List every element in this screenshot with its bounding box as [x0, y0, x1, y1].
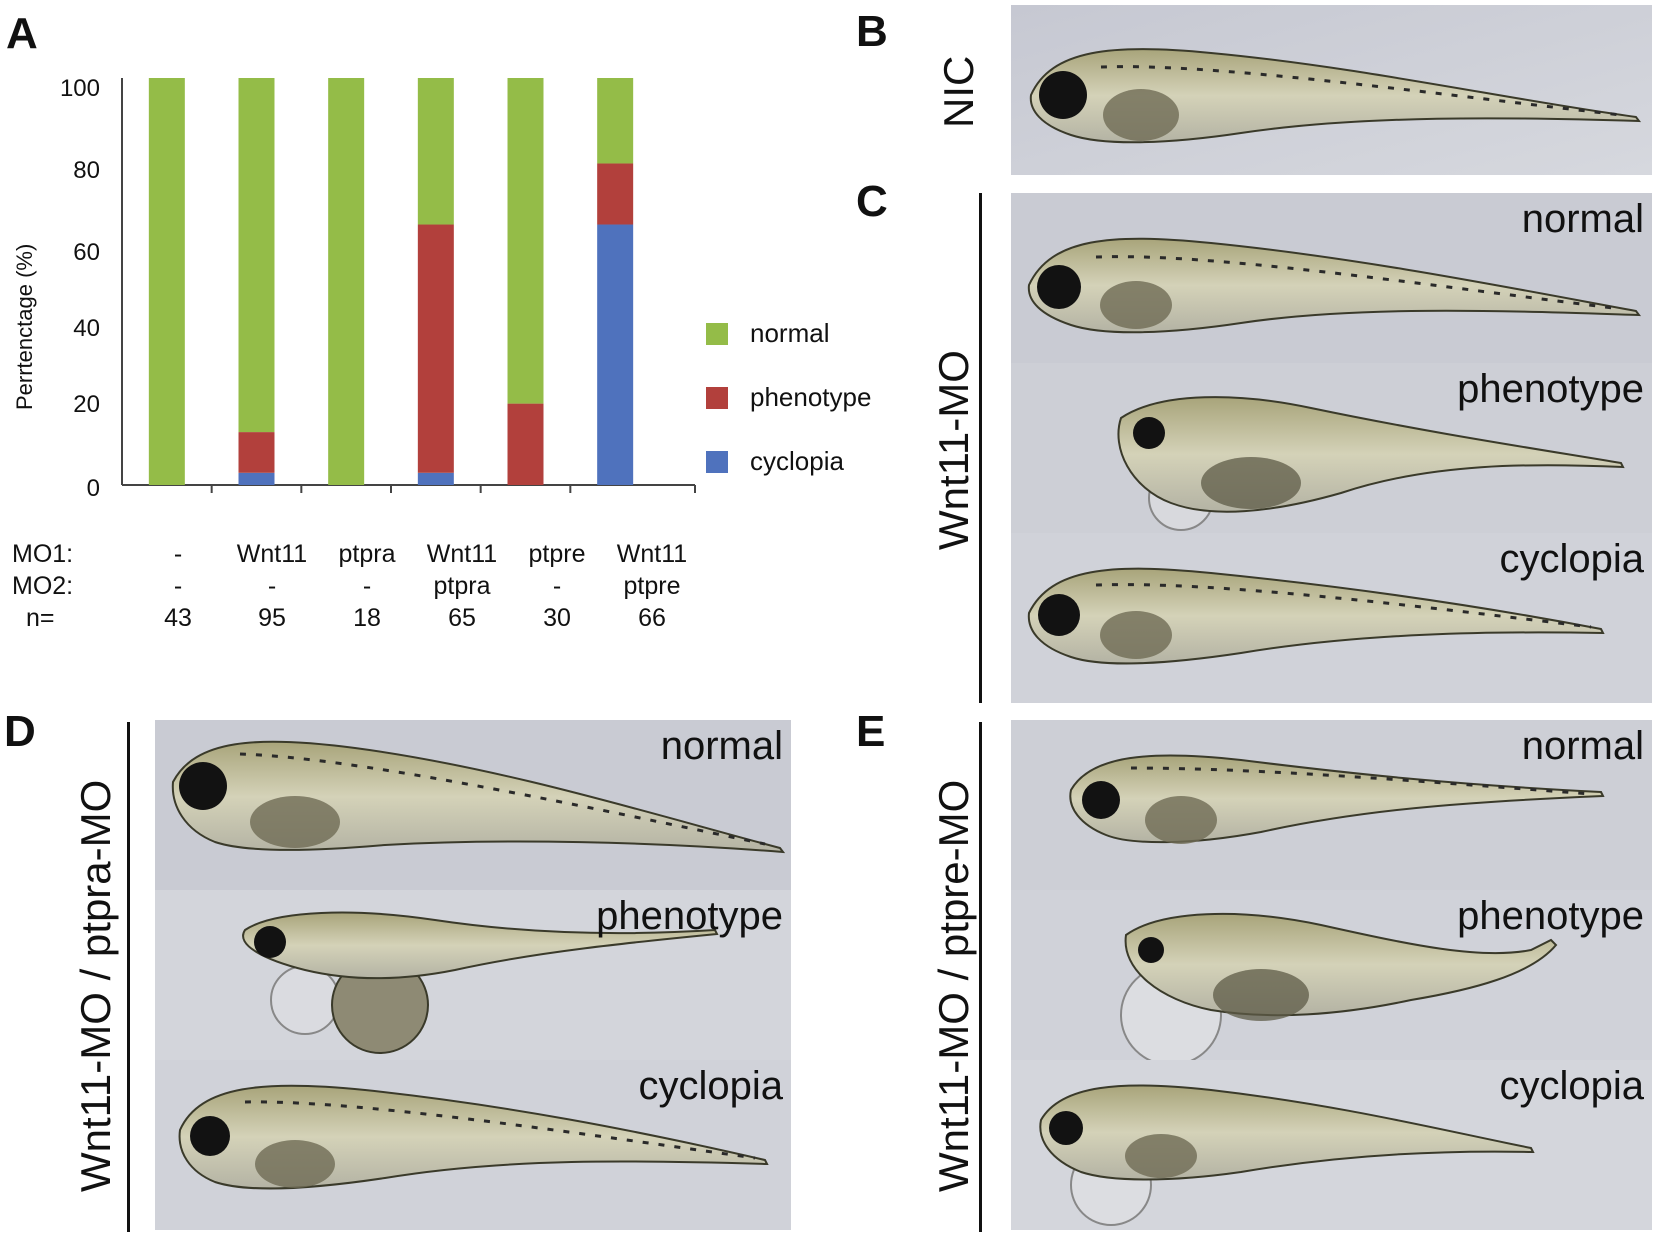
table-cell-mo1: ptpre	[528, 540, 586, 568]
photo-label-phenotype: phenotype	[1457, 894, 1644, 938]
row-label-mo1: MO1:	[12, 540, 74, 568]
photo-label-cyclopia: cyclopia	[1499, 537, 1644, 581]
table-cell-n: 95	[258, 604, 286, 632]
fish-icon	[155, 1060, 791, 1230]
y-tick-label: 80	[73, 157, 100, 184]
fish-icon	[1011, 5, 1652, 175]
table-cell-mo2: -	[267, 572, 277, 600]
photo-label-normal: normal	[1521, 197, 1644, 241]
table-cell-mo1: Wnt11	[236, 540, 308, 568]
photo-ptpra-phenotype: phenotype	[155, 890, 791, 1060]
y-tick-label: 40	[73, 315, 100, 342]
photo-ptpra-normal: normal	[155, 720, 791, 890]
table-cell-mo2: -	[362, 572, 372, 600]
photo-label-phenotype: phenotype	[596, 894, 783, 938]
legend-label-normal: normal	[750, 318, 830, 348]
photo-wnt11-normal: normal	[1011, 193, 1652, 363]
photo-ptpre-phenotype: phenotype	[1011, 890, 1652, 1060]
table-cell-mo1: Wnt11	[616, 540, 688, 568]
legend-swatch-normal	[706, 322, 728, 345]
legend-label-phenotype: phenotype	[750, 382, 872, 412]
bar-phenotype	[238, 432, 275, 473]
table-cell-n: 18	[353, 604, 381, 632]
bar-phenotype	[597, 163, 634, 225]
photo-label-normal: normal	[660, 724, 783, 768]
legend-item-phenotype: phenotype	[706, 382, 871, 413]
divider-line	[979, 193, 982, 703]
table-cell-mo2: -	[552, 572, 562, 600]
bar-cyclopia	[597, 224, 634, 485]
y-tick-label: 20	[73, 391, 100, 418]
table-cell-mo1: Wnt11	[426, 540, 498, 568]
panel-letter-b: B	[856, 7, 888, 56]
bar-normal	[507, 78, 544, 404]
side-label-nic: NIC	[935, 55, 982, 128]
table-cell-mo1: ptpra	[338, 540, 396, 568]
legend-label-cyclopia: cyclopia	[750, 446, 844, 476]
table-cell-n: 66	[638, 604, 666, 632]
bar-phenotype	[417, 224, 454, 473]
fish-icon	[1011, 890, 1652, 1060]
bar-cyclopia	[417, 472, 454, 485]
fish-icon	[1011, 533, 1652, 703]
photo-ptpra-cyclopia: cyclopia	[155, 1060, 791, 1230]
legend-item-normal: normal	[706, 318, 829, 349]
photo-ptpre-normal: normal	[1011, 720, 1652, 890]
divider-line	[979, 722, 982, 1232]
fish-icon	[155, 890, 791, 1060]
legend-swatch-cyclopia	[706, 450, 728, 473]
table-cell-n: 30	[543, 604, 571, 632]
bar-normal	[328, 78, 365, 485]
panel-letter-c: C	[856, 177, 888, 226]
table-cell-mo2: -	[173, 572, 183, 600]
bar-cyclopia	[238, 472, 275, 485]
y-tick-label: 60	[73, 239, 100, 266]
table-cell-mo2: ptpre	[623, 572, 681, 600]
fish-icon	[155, 720, 791, 890]
fish-icon	[1011, 193, 1652, 363]
bar-normal	[238, 78, 275, 433]
bar-normal	[417, 78, 454, 225]
table-cell-n: 43	[164, 604, 192, 632]
photo-wnt11-phenotype: phenotype	[1011, 363, 1652, 533]
legend-swatch-phenotype	[706, 386, 728, 409]
panel-letter-d: D	[4, 707, 36, 756]
table-cell-mo2: ptpra	[433, 572, 491, 600]
y-tick-label: 100	[59, 75, 100, 102]
photo-label-normal: normal	[1521, 724, 1644, 768]
fish-icon	[1011, 363, 1652, 533]
panel-letter-e: E	[856, 707, 886, 756]
table-cell-mo1: -	[173, 540, 183, 568]
side-label-wnt11-ptpre: Wnt11-MO / ptpre-MO	[930, 779, 977, 1192]
fish-icon	[1011, 1060, 1652, 1230]
legend-item-cyclopia: cyclopia	[706, 446, 844, 477]
photo-wnt11-cyclopia: cyclopia	[1011, 533, 1652, 703]
bar-normal	[597, 78, 634, 164]
bar-normal	[148, 78, 185, 485]
divider-line	[127, 722, 130, 1232]
photo-nic	[1011, 5, 1652, 175]
photo-label-phenotype: phenotype	[1457, 367, 1644, 411]
side-label-wnt11: Wnt11-MO	[930, 350, 977, 550]
photo-label-cyclopia: cyclopia	[1499, 1064, 1644, 1108]
row-label-mo2: MO2:	[12, 572, 74, 600]
photo-label-cyclopia: cyclopia	[638, 1064, 783, 1108]
panel-letter-a: A	[6, 9, 38, 58]
photo-ptpre-cyclopia: cyclopia	[1011, 1060, 1652, 1230]
fish-icon	[1011, 720, 1652, 890]
row-label-n: n=	[26, 604, 55, 632]
table-cell-n: 65	[448, 604, 476, 632]
bar-phenotype	[507, 403, 544, 485]
side-label-wnt11-ptpra: Wnt11-MO / ptpra-MO	[72, 779, 119, 1192]
bar-chart	[121, 78, 696, 493]
y-tick-label: 0	[86, 475, 100, 502]
